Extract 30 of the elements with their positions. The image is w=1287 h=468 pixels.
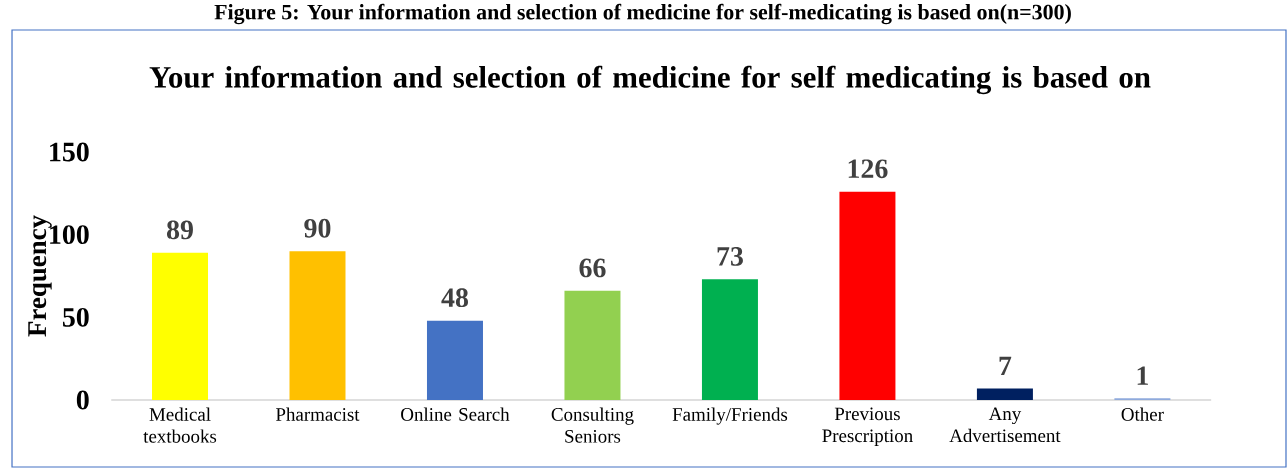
- y-tick-label: 100: [50, 225, 89, 245]
- data-label: 66: [579, 258, 606, 278]
- data-label: 7: [999, 356, 1012, 375]
- x-tick-label: Previous Prescription: [822, 407, 913, 446]
- data-label: 48: [441, 288, 468, 308]
- x-tick-label: Consulting Seniors: [551, 407, 634, 443]
- y-tick-label: 0: [76, 390, 89, 410]
- bar: [564, 290, 621, 400]
- y-tick-label: 150: [50, 142, 89, 162]
- caption: Figure 5: Your information and selection of medicine for self-medicating is based on(n=300): [214, 3, 1071, 25]
- y-tick-label: 50: [62, 307, 89, 327]
- bar: [152, 252, 209, 400]
- data-label: 126: [848, 159, 888, 179]
- bar: [701, 279, 758, 400]
- y-axis-title: Frequency: [28, 215, 52, 337]
- bar: [289, 251, 346, 400]
- data-label: 1: [1137, 366, 1148, 385]
- bar: [839, 191, 896, 400]
- data-label: 73: [717, 247, 743, 266]
- x-tick-label: Online Search: [401, 407, 510, 421]
- x-tick-label: Family/Friends: [672, 407, 788, 425]
- x-tick-label: Pharmacist: [275, 407, 360, 421]
- x-tick-label: Any Advertisement: [949, 407, 1061, 443]
- data-label: 89: [166, 220, 193, 240]
- bar: [426, 320, 483, 400]
- bar: [976, 388, 1033, 400]
- x-tick-label: Other: [1121, 407, 1164, 421]
- chart-title: Your information and selection of medicine for self medicating is based on: [149, 65, 1151, 95]
- data-label: 90: [304, 218, 331, 238]
- x-tick-label: Medical textbooks: [143, 407, 217, 443]
